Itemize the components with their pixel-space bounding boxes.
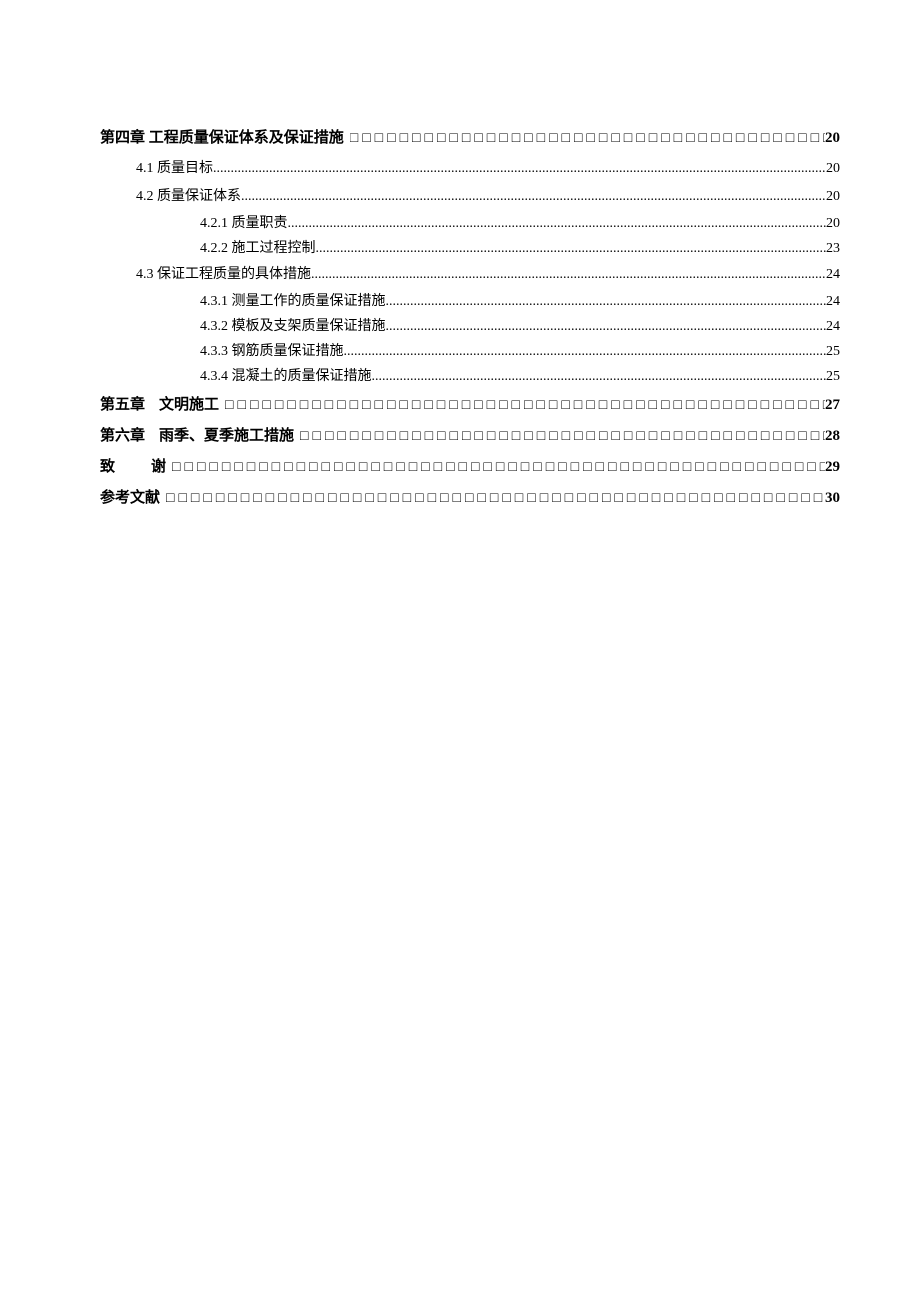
toc-chapter-6-body: 雨季、夏季施工措施 — [159, 424, 294, 445]
toc-subsection-4-3-1-page: 24 — [826, 291, 840, 312]
toc-section-4-1-page: 20 — [826, 161, 840, 177]
toc-section-4-1: 4.1 质量目标 20 — [136, 157, 840, 177]
toc-section-4-2-page: 20 — [826, 189, 840, 205]
leader-square — [166, 491, 825, 507]
toc-subsection-4-3-4: 4.3.4 混凝土的质量保证措施 25 — [200, 366, 840, 387]
leader-dots — [316, 238, 827, 259]
toc-chapter-6-page: 28 — [825, 428, 840, 445]
toc-chapter-5: 第五章 文明施工 27 — [100, 393, 840, 414]
toc-subsection-4-2-2-page: 23 — [826, 238, 840, 259]
toc-section-4-3-label: 4.3 保证工程质量的具体措施 — [136, 263, 311, 283]
toc-subsection-4-3-3: 4.3.3 钢筋质量保证措施 25 — [200, 341, 840, 362]
toc-subsection-4-3-4-label: 4.3.4 混凝土的质量保证措施 — [200, 366, 372, 387]
toc-subsection-4-3-2-page: 24 — [826, 316, 840, 337]
leader-dots — [386, 316, 827, 337]
toc-subsection-4-3-3-label: 4.3.3 钢筋质量保证措施 — [200, 341, 344, 362]
leader-dots — [344, 341, 827, 362]
toc-section-4-2-label: 4.2 质量保证体系 — [136, 185, 241, 205]
leader-dots — [386, 291, 827, 312]
leader-dots — [288, 213, 827, 234]
leader-dots — [213, 161, 826, 177]
toc-section-4-1-label: 4.1 质量目标 — [136, 157, 213, 177]
toc-chapter-4-label: 第四章 工程质量保证体系及保证措施 — [100, 126, 344, 147]
toc-subsection-4-3-2: 4.3.2 模板及支架质量保证措施 24 — [200, 316, 840, 337]
table-of-contents: 第四章 工程质量保证体系及保证措施 20 4.1 质量目标 20 4.2 质量保… — [100, 126, 840, 507]
leader-square — [225, 398, 825, 414]
toc-chapter-6: 第六章 雨季、夏季施工措施 28 — [100, 424, 840, 445]
toc-section-4-2: 4.2 质量保证体系 20 — [136, 185, 840, 205]
toc-chapter-4-page: 20 — [825, 130, 840, 147]
toc-chapter-6-head: 第六章 — [100, 424, 145, 445]
leader-dots — [372, 366, 827, 387]
toc-references: 参考文献 30 — [100, 486, 840, 507]
toc-subsection-4-2-2-label: 4.2.2 施工过程控制 — [200, 238, 316, 259]
toc-chapter-4: 第四章 工程质量保证体系及保证措施 20 — [100, 126, 840, 147]
toc-subsection-4-2-1-label: 4.2.1 质量职责 — [200, 213, 288, 234]
leader-square — [350, 131, 825, 147]
leader-dots — [241, 189, 826, 205]
toc-thanks-body: 谢 — [151, 455, 166, 476]
toc-references-label: 参考文献 — [100, 486, 160, 507]
toc-subsection-4-2-1-page: 20 — [826, 213, 840, 234]
toc-thanks-head: 致 — [100, 455, 115, 476]
toc-subsection-4-3-1: 4.3.1 测量工作的质量保证措施 24 — [200, 291, 840, 312]
toc-section-4-3-page: 24 — [826, 267, 840, 283]
toc-chapter-5-head: 第五章 — [100, 393, 145, 414]
toc-thanks: 致 谢 29 — [100, 455, 840, 476]
toc-subsection-4-2-2: 4.2.2 施工过程控制 23 — [200, 238, 840, 259]
toc-subsection-4-3-3-page: 25 — [826, 341, 840, 362]
leader-square — [300, 429, 825, 445]
toc-subsection-4-2-1: 4.2.1 质量职责 20 — [200, 213, 840, 234]
toc-references-page: 30 — [825, 490, 840, 507]
leader-dots — [311, 267, 826, 283]
toc-chapter-5-body: 文明施工 — [159, 393, 219, 414]
toc-subsection-4-3-4-page: 25 — [826, 366, 840, 387]
leader-square — [172, 460, 825, 476]
toc-section-4-3: 4.3 保证工程质量的具体措施 24 — [136, 263, 840, 283]
toc-subsection-4-3-1-label: 4.3.1 测量工作的质量保证措施 — [200, 291, 386, 312]
toc-subsection-4-3-2-label: 4.3.2 模板及支架质量保证措施 — [200, 316, 386, 337]
toc-chapter-5-page: 27 — [825, 397, 840, 414]
toc-thanks-page: 29 — [825, 459, 840, 476]
